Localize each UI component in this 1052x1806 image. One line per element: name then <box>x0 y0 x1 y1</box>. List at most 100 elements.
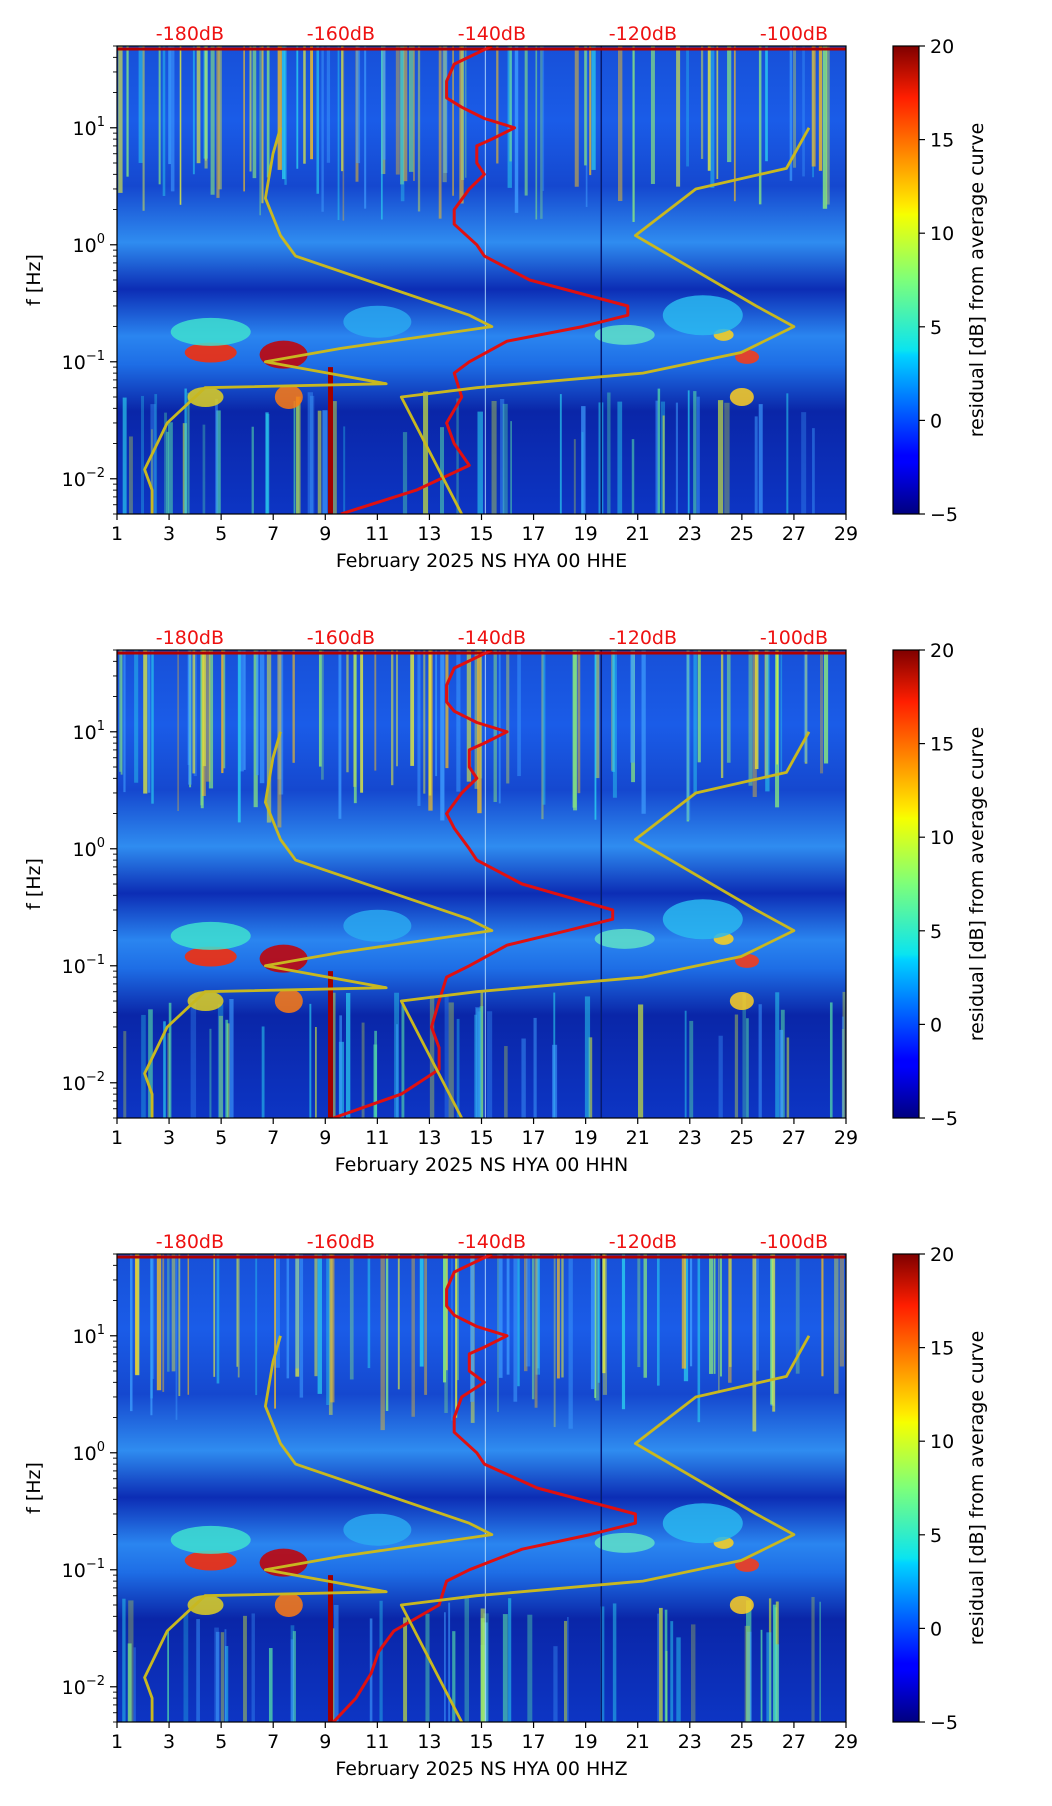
hf-streak <box>514 46 519 213</box>
microseism-blob <box>343 909 412 942</box>
hf-streak <box>364 46 367 209</box>
hf-streak <box>167 1254 170 1372</box>
lf-streak <box>184 388 187 514</box>
lf-streak <box>480 991 484 1118</box>
db-scale-label: -180dB <box>156 627 224 649</box>
hf-streak <box>353 650 357 787</box>
lf-streak <box>475 1008 482 1118</box>
lf-streak <box>744 1625 750 1722</box>
hf-streak <box>314 1254 318 1377</box>
hf-streak <box>419 1254 424 1367</box>
hf-streak <box>506 1254 510 1375</box>
hf-streak <box>341 46 344 172</box>
hf-streak <box>643 1254 647 1378</box>
hf-streak <box>803 650 808 763</box>
colorbar-tick-label: −5 <box>930 504 958 526</box>
hf-streak <box>765 46 768 162</box>
y-tick-label: 10−2 <box>62 466 105 491</box>
lf-streak <box>401 1004 405 1118</box>
hf-streak <box>338 650 342 819</box>
x-tick-label: 11 <box>365 1731 389 1753</box>
microseism-blob <box>170 1525 251 1554</box>
hf-streak <box>360 650 364 793</box>
x-axis-label: February 2025 NS HYA 00 HHE <box>336 550 627 572</box>
microseism-blob <box>729 992 754 1010</box>
lf-streak <box>322 410 328 514</box>
y-axis-label: f [Hz] <box>23 1462 45 1514</box>
db-scale-label: -180dB <box>156 23 224 45</box>
hf-streak <box>464 46 467 178</box>
y-tick-label: 100 <box>73 1440 105 1465</box>
hf-streak <box>397 1254 400 1390</box>
spectrogram-image <box>117 1254 846 1722</box>
lf-streak <box>265 412 269 514</box>
lf-streak <box>220 1632 225 1722</box>
hf-streak <box>496 46 499 164</box>
lf-streak <box>687 390 690 514</box>
hf-streak <box>400 46 405 202</box>
hf-streak <box>296 46 299 169</box>
lf-streak <box>734 1014 739 1118</box>
hf-streak <box>223 650 226 769</box>
hf-streak <box>509 46 512 162</box>
hf-streak <box>752 650 757 797</box>
lf-streak <box>456 1018 460 1118</box>
db-scale-label: -100dB <box>760 1231 828 1253</box>
x-tick-label: 19 <box>574 1127 598 1149</box>
lf-streak <box>564 1620 568 1722</box>
lf-streak <box>346 992 351 1118</box>
hf-streak <box>686 46 689 167</box>
lf-streak <box>403 1617 408 1722</box>
hf-streak <box>442 46 447 183</box>
colorbar-tick-label: 10 <box>930 1431 954 1453</box>
microseism-blob <box>184 342 237 363</box>
hf-streak <box>726 650 731 763</box>
x-tick-label: 9 <box>319 1731 331 1753</box>
colorbar-label: residual [dB] from average curve <box>966 123 988 438</box>
lf-streak <box>309 1003 312 1118</box>
hf-streak <box>446 1254 448 1371</box>
colorbar-tick-label: 5 <box>930 921 942 943</box>
lf-streak <box>268 1648 273 1722</box>
lf-streak <box>332 401 337 514</box>
lf-streak <box>631 439 635 514</box>
hf-streak <box>561 1254 564 1378</box>
hf-streak <box>423 650 426 794</box>
hf-streak <box>650 46 655 184</box>
microseism-blob <box>170 921 251 950</box>
hf-streak <box>595 1254 600 1401</box>
hf-streak <box>170 46 175 192</box>
lf-streak <box>183 1612 189 1722</box>
hf-streak <box>413 46 415 181</box>
colorbar-tick-label: 20 <box>930 36 954 58</box>
hf-streak <box>681 1254 686 1369</box>
hf-streak <box>617 46 623 202</box>
hf-streak <box>130 1254 133 1412</box>
lf-streak <box>559 394 562 514</box>
lf-streak <box>479 1006 484 1118</box>
lf-streak <box>425 1613 430 1722</box>
hf-streak <box>686 650 691 820</box>
lf-streak <box>842 991 846 1118</box>
microseism-blob <box>594 928 655 949</box>
lf-streak <box>261 1026 265 1118</box>
hf-streak <box>435 650 438 777</box>
hf-streak <box>134 1254 138 1375</box>
lf-streak <box>448 1602 451 1722</box>
hf-streak <box>713 1254 716 1374</box>
hf-streak <box>410 650 415 766</box>
hf-streak <box>208 650 214 789</box>
x-tick-label: 27 <box>782 1731 806 1753</box>
microseism-blob <box>170 317 251 346</box>
lf-streak <box>452 1631 456 1722</box>
hf-streak <box>602 1254 607 1395</box>
hf-streak <box>237 650 241 823</box>
x-axis-label: February 2025 NS HYA 00 HHZ <box>335 1758 627 1780</box>
x-tick-label: 3 <box>163 523 175 545</box>
nlnm-curve <box>143 1335 494 1722</box>
lf-streak <box>588 1037 593 1118</box>
db-scale-label: -160dB <box>307 1231 375 1253</box>
hf-streak <box>408 46 414 172</box>
lf-streak <box>612 1603 617 1722</box>
